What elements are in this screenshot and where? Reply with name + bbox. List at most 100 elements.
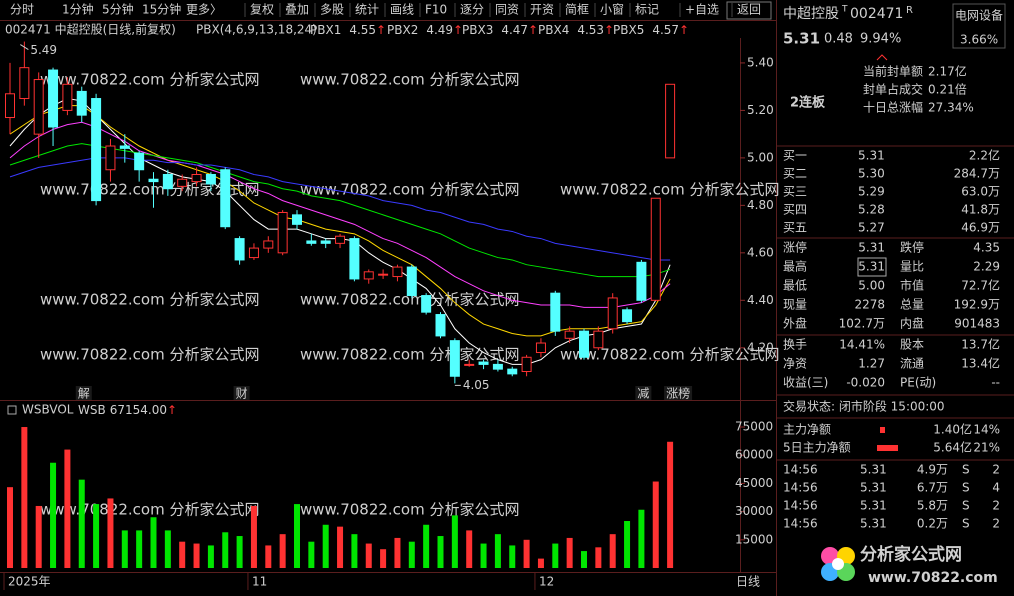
expand-arrow <box>876 54 888 61</box>
candle-body <box>148 178 159 183</box>
stat-label: 收益(三) <box>783 376 828 390</box>
stat-label: 跌停 <box>900 240 924 255</box>
tick-count: 2 <box>992 517 1000 531</box>
toolbar-item[interactable]: 统计 <box>355 3 379 17</box>
volume-bar <box>494 534 501 568</box>
stat-label: 最低 <box>783 279 807 293</box>
candle-body <box>535 342 546 354</box>
toolbar-item[interactable]: F10 <box>425 3 447 17</box>
event-label: 解 <box>78 387 90 401</box>
tick-time: 14:56 <box>783 499 818 513</box>
candle-body <box>650 197 661 301</box>
watermark: www.70822.com 分析家公式网 <box>300 346 520 364</box>
legend-swatch <box>7 405 17 415</box>
stat-value: 14.41% <box>839 338 885 352</box>
y-tick-label: 4.20 <box>747 340 774 354</box>
volume-bar <box>179 541 186 568</box>
seal-value: 2.17亿 <box>928 64 967 79</box>
legend-name: PBX3 <box>462 23 493 37</box>
volume-bar <box>308 541 315 568</box>
book-volume: 41.8万 <box>961 203 1000 217</box>
tick-side: S <box>962 499 970 513</box>
y-tick-label: 15000 <box>735 532 773 546</box>
candle-body <box>5 93 15 119</box>
tick-price: 5.31 <box>860 481 887 495</box>
trend-arrow: ↑ <box>604 23 614 37</box>
event-marker <box>233 386 250 400</box>
toolbar-item[interactable]: 画线 <box>390 3 414 17</box>
candle-body <box>277 211 288 254</box>
book-volume: 46.9万 <box>961 221 1000 235</box>
volume-legend: WSB 67154.00↑ <box>78 403 177 417</box>
legend-entry: PBX1 4.55↑ <box>310 23 386 37</box>
candle-body <box>76 90 87 116</box>
trend-arrow: ↑ <box>453 23 463 37</box>
toolbar-item[interactable]: 复权 <box>250 3 274 17</box>
volume-bar <box>50 462 57 568</box>
candle-body <box>492 363 503 370</box>
toolbar-item[interactable]: 小窗 <box>600 3 624 17</box>
tick-count: 4 <box>992 481 1000 495</box>
book-label: 买三 <box>783 185 807 199</box>
price: 5.31 <box>783 30 820 48</box>
candle-body <box>62 83 73 111</box>
candle-body <box>19 67 30 100</box>
stat-value: 5.31 <box>858 260 885 274</box>
toolbar-item[interactable]: 简框 <box>565 3 589 17</box>
flow-label: 主力净额 <box>783 423 831 437</box>
highlight-box <box>857 257 887 277</box>
toolbar-item[interactable]: +自选 <box>685 3 719 17</box>
stat-label: 总量 <box>900 298 924 312</box>
candle-body <box>306 240 317 244</box>
stock-flag: R <box>906 5 913 16</box>
toolbar-item[interactable]: 返回 <box>737 3 761 17</box>
back-button-frame <box>726 1 772 20</box>
candle-body <box>406 266 417 297</box>
legend-name: PBX4 <box>538 23 569 37</box>
candle-body <box>48 69 59 128</box>
change: 0.48 <box>824 32 853 47</box>
trend-arrow: ↑ <box>167 403 177 417</box>
stat-value: 4.35 <box>973 241 1000 255</box>
flow-label: 5日主力净额 <box>783 441 851 455</box>
candle-body <box>263 240 274 249</box>
trade-status: 交易状态: 闭市阶段 15:00:00 <box>783 399 945 414</box>
indicator-name: PBX(4,6,9,13,18,24) <box>196 23 317 37</box>
volume-bar <box>294 504 300 568</box>
sector-box <box>952 3 1006 49</box>
stock-tag: T <box>841 5 848 15</box>
toolbar-item[interactable]: 逐分 <box>460 3 484 17</box>
annotation-arrow <box>20 44 29 50</box>
toolbar-item[interactable]: 同资 <box>495 3 519 17</box>
stat-label: PE(动) <box>900 376 936 390</box>
book-price: 5.31 <box>858 149 885 163</box>
tick-time: 14:56 <box>783 481 818 495</box>
watermark: www.70822.com 分析家公式网 <box>40 71 260 89</box>
legend-name: PBX5 <box>613 23 644 37</box>
volume-bar <box>480 543 487 568</box>
volume-bar <box>236 536 243 568</box>
tick-count: 2 <box>992 499 1000 513</box>
event-label: 涨榜 <box>666 386 690 401</box>
stat-value: 192.9万 <box>954 298 1000 312</box>
stat-value: 5.00 <box>858 279 885 293</box>
volume-bar <box>35 505 42 568</box>
stat-label: 股本 <box>900 338 924 352</box>
toolbar-item: 更多〉 <box>186 3 222 17</box>
x-tick-label: 11 <box>252 575 267 589</box>
sector-change: 3.66% <box>960 33 998 47</box>
toolbar-item[interactable]: 叠加 <box>285 3 309 17</box>
watermark: www.70822.com 分析家公式网 <box>40 501 260 519</box>
legend-name: PBX1 <box>310 23 341 37</box>
toolbar-item[interactable]: 开资 <box>530 3 554 17</box>
stat-label: 涨停 <box>783 240 807 255</box>
candle-body <box>593 330 604 349</box>
toolbar-item[interactable]: 多股 <box>320 3 344 17</box>
legend-name: PBX2 <box>387 23 418 37</box>
volume-bar <box>624 521 631 568</box>
seal-label: 当前封单额 <box>863 64 923 79</box>
candle-body <box>91 98 102 202</box>
watermark: www.70822.com 分析家公式网 <box>560 181 780 199</box>
toolbar-item[interactable]: 标记 <box>635 3 659 17</box>
book-price: 5.28 <box>858 203 885 217</box>
